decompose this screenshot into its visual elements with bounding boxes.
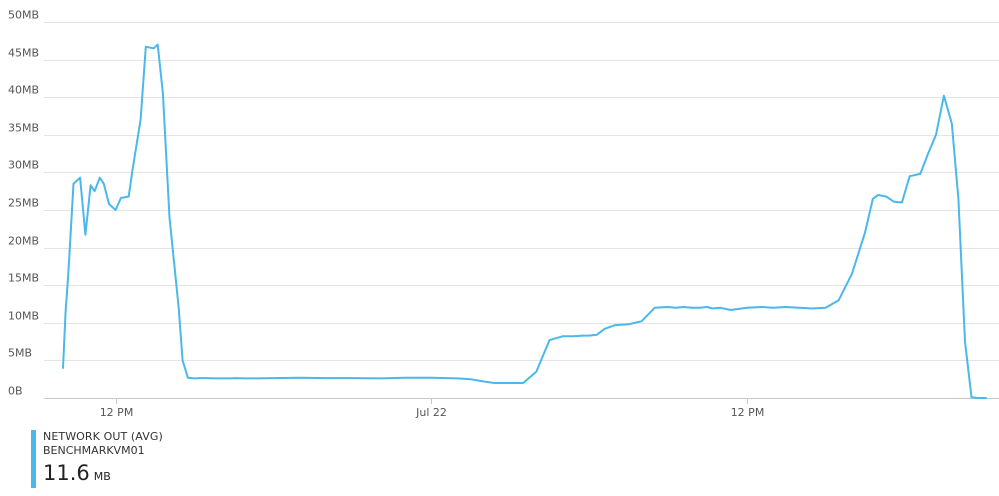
series-line-network-out [62, 43, 987, 399]
y-tick-label: 5MB [8, 347, 32, 360]
y-tick-label: 30MB [8, 159, 39, 172]
legend-value: 11.6 [43, 461, 90, 485]
chart-legend[interactable]: NETWORK OUT (AVG) BENCHMARKVM01 11.6 MB [31, 430, 163, 488]
legend-resource-name: BENCHMARKVM01 [43, 444, 145, 457]
y-tick-label: 15MB [8, 272, 39, 285]
y-tick-label: 50MB [8, 9, 39, 22]
network-out-chart: 0B 5MB 10MB 15MB 20MB 25MB 30MB 35MB 40MB 45MB 50M… [8, 9, 999, 419]
y-axis-labels: 0B 5MB 10MB 15MB 20MB 25MB 30MB 35MB 40MB 45MB 50M… [8, 9, 39, 398]
y-tick-label: 45MB [8, 47, 39, 60]
legend-metric-title: NETWORK OUT (AVG) [43, 430, 163, 443]
y-tick-label: 20MB [8, 235, 39, 248]
grid-lines [44, 22, 999, 399]
y-tick-label: 35MB [8, 122, 39, 135]
x-tick-label: Jul 22 [415, 406, 447, 419]
legend-value-row: 11.6 MB [43, 460, 163, 486]
y-tick-label: 0B [8, 385, 23, 398]
y-tick-label: 10MB [8, 310, 39, 323]
chart-canvas: 0B 5MB 10MB 15MB 20MB 25MB 30MB 35MB 40MB 45MB 50M… [8, 9, 999, 419]
series-lines [62, 43, 987, 399]
x-tick-label: 12 PM [100, 406, 134, 419]
y-tick-label: 40MB [8, 84, 39, 97]
x-tick-label: 12 PM [731, 406, 765, 419]
legend-unit: MB [93, 470, 111, 483]
y-tick-label: 25MB [8, 197, 39, 210]
x-axis: 12 PM Jul 22 12 PM [100, 398, 765, 419]
legend-color-swatch [31, 430, 36, 488]
